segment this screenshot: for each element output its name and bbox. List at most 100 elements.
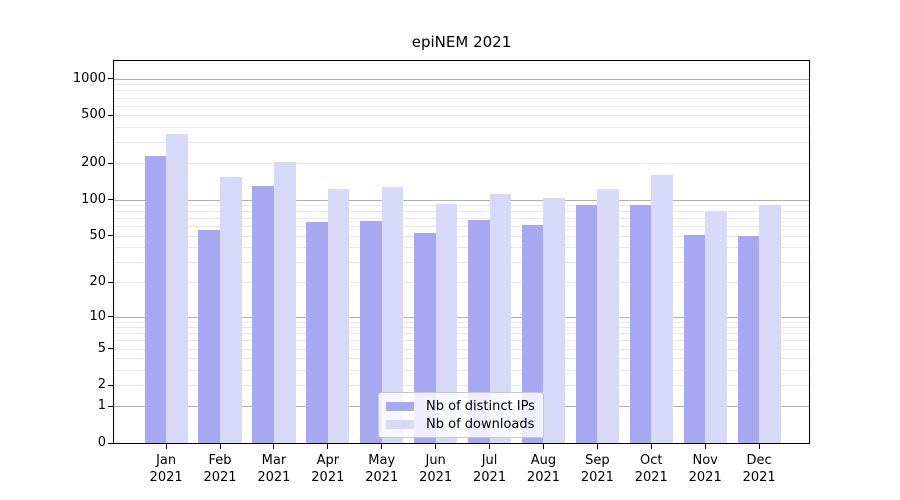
x-tick-label: May 2021	[365, 453, 399, 485]
legend-label-downloads: Nb of downloads	[426, 416, 535, 432]
x-tick-mark	[327, 444, 329, 449]
legend-item-downloads: Nb of downloads	[379, 415, 543, 433]
x-tick-mark	[273, 444, 275, 449]
x-tick-label: Jan 2021	[149, 453, 183, 485]
gridline-minor	[114, 226, 809, 228]
x-tick-label: Mar 2021	[257, 453, 291, 485]
legend-item-distinct-ips: Nb of distinct IPs	[379, 397, 543, 415]
y-tick-label: 10	[89, 308, 106, 324]
gridline-minor	[114, 261, 809, 263]
x-tick-label: Jun 2021	[419, 453, 453, 485]
y-tick-mark	[108, 199, 113, 201]
x-tick-label: Apr 2021	[311, 453, 345, 485]
x-tick-mark	[489, 444, 491, 449]
x-tick-label: Dec 2021	[742, 453, 776, 485]
x-tick-mark	[596, 444, 598, 449]
bar-distinct-ips-apr	[306, 222, 328, 443]
y-tick-label: 1	[97, 398, 106, 414]
y-tick-mark	[108, 114, 113, 116]
y-tick-mark	[108, 316, 113, 318]
gridline-major	[114, 199, 809, 201]
gridline-minor	[114, 282, 809, 284]
y-tick-label: 200	[81, 155, 106, 171]
y-tick-label: 100	[81, 191, 106, 207]
gridline-minor	[114, 369, 809, 371]
gridline-minor	[114, 218, 809, 220]
bar-downloads-jun	[435, 204, 458, 443]
x-tick-label: Oct 2021	[634, 453, 668, 485]
x-tick-label: Nov 2021	[688, 453, 722, 485]
bar-downloads-mar	[273, 161, 296, 443]
gridline-minor	[114, 247, 809, 249]
gridline-major	[114, 78, 809, 80]
y-tick-label: 2	[97, 377, 106, 393]
gridline-minor	[114, 333, 809, 335]
y-tick-mark	[108, 235, 113, 237]
bar-distinct-ips-dec	[737, 235, 760, 443]
bar-downloads-jul	[489, 193, 512, 443]
x-tick-mark	[542, 444, 544, 449]
gridline-minor	[114, 358, 809, 360]
x-tick-mark	[650, 444, 652, 449]
y-tick-label: 20	[89, 274, 106, 290]
x-tick-mark	[219, 444, 221, 449]
y-tick-label: 0	[97, 435, 106, 450]
x-tick-label: Feb 2021	[203, 453, 237, 485]
bar-downloads-feb	[220, 176, 242, 443]
x-tick-label: Sep 2021	[580, 453, 614, 485]
bar-distinct-ips-aug	[521, 224, 544, 443]
bar-downloads-sep	[597, 189, 619, 443]
bar-downloads-apr	[327, 188, 350, 443]
bar-downloads-aug	[543, 198, 566, 443]
gridline-minor	[114, 340, 809, 342]
chart-title: epiNEM 2021	[411, 33, 512, 51]
gridline-minor	[114, 235, 809, 237]
bar-distinct-ips-jan	[144, 156, 167, 443]
y-tick-label: 1000	[72, 70, 106, 86]
bar-distinct-ips-jul	[467, 219, 490, 443]
y-tick-mark	[108, 281, 113, 283]
x-tick-mark	[381, 444, 383, 449]
gridline-minor	[114, 115, 809, 117]
y-tick-label: 500	[81, 107, 106, 123]
gridline-minor	[114, 84, 809, 86]
gridline-minor	[114, 327, 809, 329]
gridline-minor	[114, 105, 809, 107]
y-tick-mark	[108, 442, 113, 444]
y-tick-mark	[108, 348, 113, 350]
legend-swatch-downloads	[386, 419, 414, 429]
gridline-minor	[114, 163, 809, 165]
bar-downloads-may	[381, 186, 404, 443]
gridline-major	[114, 316, 809, 318]
bar-distinct-ips-may	[360, 221, 382, 443]
y-tick-mark	[108, 384, 113, 386]
y-tick-label: 5	[97, 340, 106, 356]
bar-distinct-ips-feb	[198, 229, 220, 443]
y-tick-label: 50	[89, 227, 106, 243]
gridline-minor	[114, 321, 809, 323]
bar-distinct-ips-jun	[414, 232, 436, 443]
plot-area	[113, 60, 810, 444]
bar-downloads-nov	[705, 211, 727, 443]
gridline-minor	[114, 97, 809, 99]
x-tick-mark	[704, 444, 706, 449]
legend: Nb of distinct IPs Nb of downloads	[378, 392, 544, 438]
bar-distinct-ips-nov	[683, 234, 706, 443]
y-tick-mark	[108, 78, 113, 80]
x-tick-label: Aug 2021	[526, 453, 561, 485]
x-tick-mark	[758, 444, 760, 449]
gridline-minor	[114, 348, 809, 350]
legend-swatch-distinct-ips	[386, 401, 414, 411]
bar-downloads-dec	[759, 205, 781, 443]
gridline-minor	[114, 211, 809, 213]
gridline-minor	[114, 142, 809, 144]
gridline-minor	[114, 126, 809, 128]
gridline-minor	[114, 385, 809, 387]
x-tick-mark	[165, 444, 167, 449]
y-tick-mark	[108, 405, 113, 407]
bar-distinct-ips-sep	[575, 205, 598, 443]
legend-label-distinct-ips: Nb of distinct IPs	[426, 398, 535, 414]
gridline-minor	[114, 90, 809, 92]
bar-downloads-jan	[166, 133, 188, 443]
